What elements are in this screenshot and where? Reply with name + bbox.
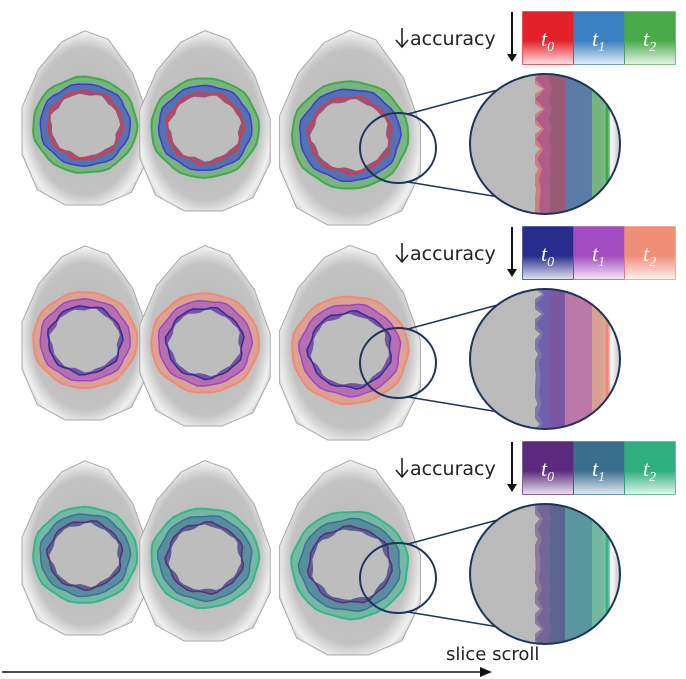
rows-layer: accuracy t0 t1 t2 accuracy t0 t1 t2 accuracy t0 t1… (21, 11, 676, 656)
swatch-t1: t1 (573, 441, 625, 495)
slice-2 (279, 29, 421, 226)
swatch-label: t0 (541, 241, 554, 270)
accuracy-label: accuracy (410, 243, 496, 265)
down-arrow-icon (395, 254, 409, 264)
roi-ellipse (359, 542, 437, 614)
axis-label: slice scroll (446, 644, 539, 665)
arrowhead-icon (507, 54, 517, 62)
swatch-label: t0 (541, 456, 554, 485)
arrowhead-icon (480, 667, 492, 677)
zoom-ellipse (469, 73, 621, 215)
zoom-view (470, 504, 620, 644)
swatch-t0: t0 (522, 441, 574, 495)
swatch-t1: t1 (573, 11, 625, 65)
arrowhead-icon (507, 269, 517, 277)
zoom-ellipse (469, 503, 621, 645)
swatch-label: t2 (643, 241, 656, 270)
row-2: accuracy t0 t1 t2 (21, 441, 676, 656)
swatch-label: t1 (592, 456, 605, 485)
slice-1 (139, 460, 271, 642)
slice-scroll-axis: slice scroll (2, 644, 539, 677)
swatch-t2: t2 (624, 226, 676, 280)
swatch-t2: t2 (624, 441, 676, 495)
accuracy-legend: accuracy t0 t1 t2 (395, 441, 676, 495)
row-1: accuracy t0 t1 t2 (21, 226, 676, 441)
slice-0 (21, 30, 149, 206)
swatch-label: t1 (592, 241, 605, 270)
swatch-label: t0 (541, 26, 554, 55)
swatch-label: t2 (643, 456, 656, 485)
arrowhead-icon (507, 484, 517, 492)
swatch-t2: t2 (624, 11, 676, 65)
accuracy-legend: accuracy t0 t1 t2 (395, 226, 676, 280)
accuracy-legend: accuracy t0 t1 t2 (395, 11, 676, 65)
slice-0 (21, 245, 149, 421)
swatch-t0: t0 (522, 11, 574, 65)
slice-1 (139, 245, 271, 427)
slice-0 (21, 460, 149, 636)
zoom-ellipse (469, 288, 621, 430)
slice-2 (279, 459, 421, 656)
swatch-label: t2 (643, 26, 656, 55)
down-arrow-icon (395, 39, 409, 49)
accuracy-label: accuracy (410, 28, 496, 50)
zoom-view (470, 289, 620, 429)
swatch-label: t1 (592, 26, 605, 55)
swatch-t1: t1 (573, 226, 625, 280)
row-0: accuracy t0 t1 t2 (21, 11, 676, 226)
slice-1 (139, 30, 271, 212)
down-arrow-icon (395, 469, 409, 479)
roi-ellipse (359, 327, 437, 399)
accuracy-label: accuracy (410, 458, 496, 480)
slice-2 (279, 244, 421, 441)
swatch-t0: t0 (522, 226, 574, 280)
roi-ellipse (359, 112, 437, 184)
